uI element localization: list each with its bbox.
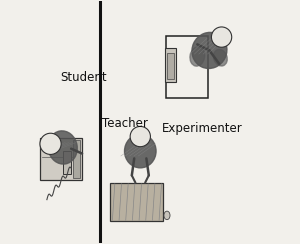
Text: Teacher: Teacher [102,117,148,130]
Bar [40,138,82,180]
Ellipse shape [190,47,205,66]
Ellipse shape [192,32,227,69]
Bar [166,36,208,98]
Text: Experimenter: Experimenter [162,122,242,134]
Circle shape [212,27,232,47]
Bar [110,183,163,222]
Ellipse shape [164,211,170,220]
Bar [165,48,176,82]
Bar [63,151,71,174]
Ellipse shape [213,49,227,66]
Ellipse shape [124,134,156,168]
Ellipse shape [48,131,77,164]
Circle shape [130,126,150,147]
Bar [73,140,80,178]
Circle shape [40,133,61,154]
Bar [167,53,174,79]
Text: Student: Student [60,71,107,84]
